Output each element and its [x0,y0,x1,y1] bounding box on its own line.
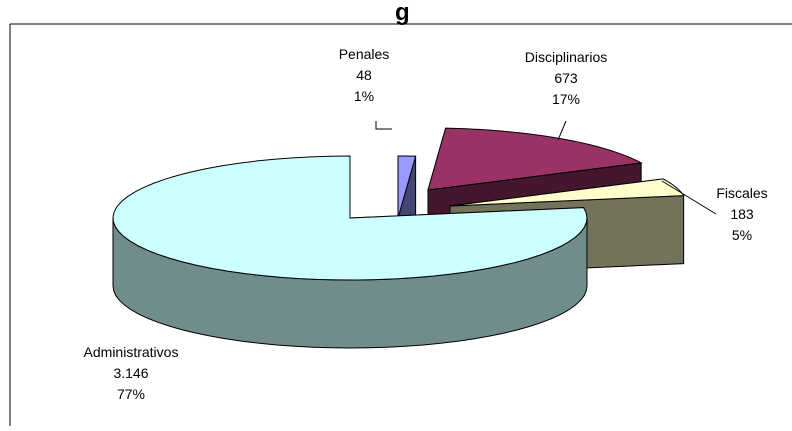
percent-label: 1% [354,88,374,104]
value-label: 3.146 [113,365,148,381]
percent-label: 77% [117,386,145,402]
data-label-administrativos: Administrativos 3.146 77% [84,344,179,402]
percent-label: 17% [552,91,580,107]
value-label: 673 [554,70,578,86]
pie-slice-top [397,155,417,219]
value-label: 48 [356,67,372,83]
data-label-penales: Penales 48 1% [339,46,392,130]
data-label-fiscales: Fiscales 183 5% [661,180,768,243]
slices-layer [112,127,685,349]
leader-line [557,120,567,141]
pie-slice-administrativos [112,155,588,349]
leader-line [375,121,392,130]
value-label: 183 [730,206,754,222]
leader-line [661,180,717,215]
category-label: Administrativos [84,344,179,360]
chart-title-fragment: g [395,0,410,26]
category-label: Disciplinarios [525,49,607,65]
data-label-disciplinarios: Disciplinarios 673 17% [525,49,607,141]
pie-slice-top [112,155,588,281]
percent-label: 5% [732,227,752,243]
pie-slice-top [427,127,643,191]
labels-layer: Penales 48 1% Disciplinarios 673 17% Fiscales 1… [84,46,768,402]
category-label: Fiscales [716,185,767,201]
category-label: Penales [339,46,390,62]
